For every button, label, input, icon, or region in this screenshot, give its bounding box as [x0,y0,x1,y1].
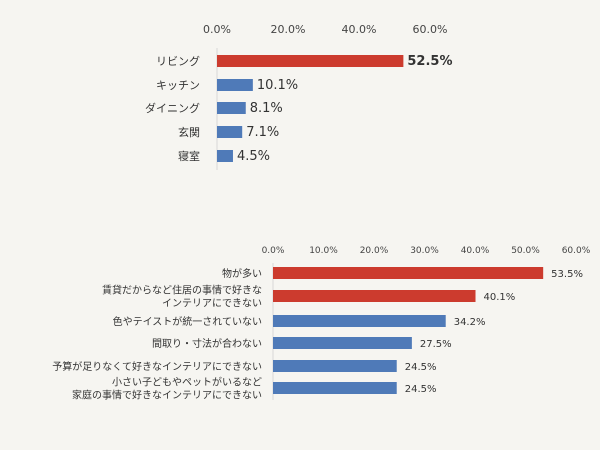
category-label: 物が多い [222,267,262,280]
bar [273,315,446,327]
bar [273,290,476,302]
data-label: 27.5% [420,339,452,350]
x-tick-label: 20.0% [271,23,306,36]
x-tick-label: 50.0% [511,246,540,256]
bar [273,267,544,279]
x-tick-label: 40.0% [461,246,490,256]
category-label: 予算が足りなくて好きなインテリアにできない [52,360,262,373]
category-label: 寝室 [178,149,200,163]
x-tick-label: 20.0% [360,246,389,256]
data-label: 24.5% [405,384,437,395]
data-label: 8.1% [250,101,283,116]
x-tick-label: 0.0% [203,23,231,36]
bar [217,79,253,91]
bar [273,360,397,372]
x-tick-label: 60.0% [562,246,591,256]
category-label: キッチン [156,79,200,92]
data-label: 10.1% [257,78,298,93]
x-tick-label: 60.0% [413,23,448,36]
data-label: 4.5% [237,149,270,164]
bar [217,150,233,162]
category-label: ダイニング [145,101,200,115]
data-label: 24.5% [405,362,437,373]
bar [217,126,243,138]
category-label: 間取り・寸法が合わない [152,337,262,350]
bar [217,102,246,114]
data-label: 53.5% [551,269,583,280]
bar [273,382,397,394]
x-tick-label: 10.0% [309,246,338,256]
x-tick-label: 40.0% [342,23,377,36]
category-label: 色やテイストが統一されていない [113,315,262,328]
category-label: 玄関 [178,125,200,139]
x-tick-label: 0.0% [262,246,285,256]
data-label: 34.2% [454,317,486,328]
data-label: 40.1% [484,292,516,303]
category-label: インテリアにできない [162,298,262,310]
bar [273,337,412,349]
data-label: 52.5% [407,54,452,69]
category-label: 家庭の事情で好きなインテリアにできない [72,389,262,402]
x-tick-label: 30.0% [410,246,439,256]
category-label: 小さい子どもやペットがいるなど [112,376,262,389]
category-label: 賃貸だからなど住居の事情で好きな [102,284,262,297]
category-label: リビング [156,54,200,68]
bar [217,55,404,67]
data-label: 7.1% [246,125,279,140]
